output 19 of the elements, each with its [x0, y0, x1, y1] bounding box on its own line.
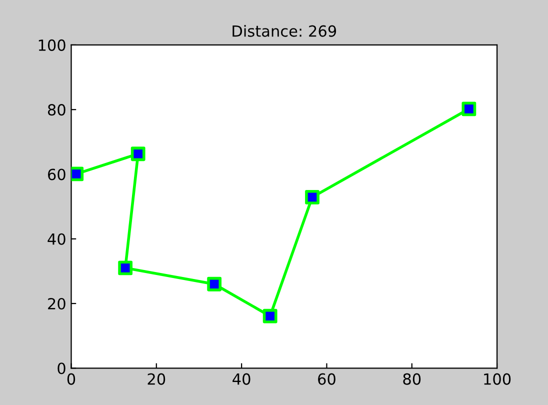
x-tick-label: 80 [403, 373, 421, 385]
y-tick-label: 0 [58, 362, 66, 374]
x-tick-label: 40 [232, 373, 250, 385]
point [262, 308, 278, 324]
x-tick-label: 20 [148, 373, 166, 385]
point [305, 190, 320, 204]
y-tick-label: 60 [48, 168, 66, 180]
point [462, 102, 476, 116]
x-tick-label: 100 [484, 373, 511, 385]
point [118, 260, 133, 276]
point [207, 276, 222, 292]
y-tick-label: 20 [48, 298, 66, 310]
x-tick-label: 60 [318, 373, 336, 385]
x-tick-label: 0 [67, 373, 76, 385]
y-tick-label: 40 [48, 233, 66, 245]
point [130, 146, 146, 162]
y-tick-label: 100 [38, 39, 66, 51]
chart-title: Distance: 269 [232, 25, 336, 37]
y-tick-label: 80 [48, 104, 66, 116]
